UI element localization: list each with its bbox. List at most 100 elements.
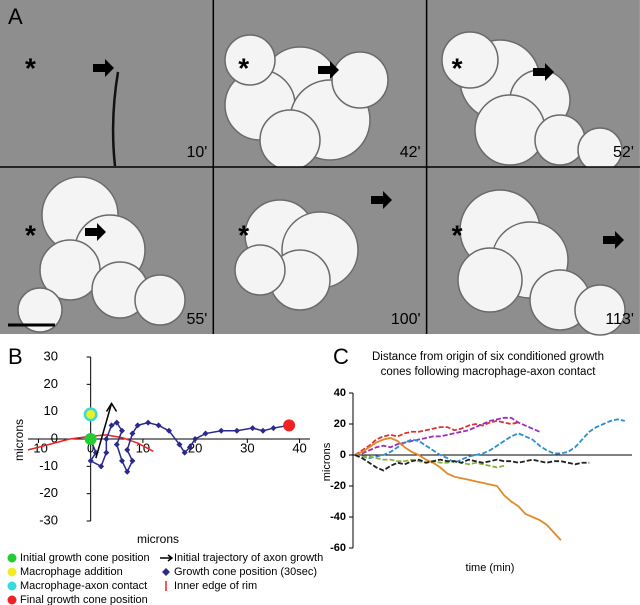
y-axis-label: microns — [12, 419, 26, 461]
growth-point — [129, 430, 136, 437]
position-dot — [283, 419, 296, 432]
time-label: 113' — [605, 311, 634, 328]
cell-blob — [574, 284, 626, 336]
y-tick-label: 0 — [340, 449, 346, 461]
growth-point — [124, 468, 131, 475]
y-tick-label: -30 — [39, 512, 58, 527]
growth-point — [103, 449, 110, 456]
y-tick-label: -10 — [39, 458, 58, 473]
legend-label: Inner edge of rim — [174, 580, 257, 592]
y-tick-label: -60 — [330, 542, 346, 554]
y-tick-label: 10 — [44, 403, 58, 418]
arrow-marker — [85, 223, 106, 241]
micrograph — [0, 0, 214, 167]
legend-swatch — [160, 554, 174, 562]
arrow-marker — [371, 191, 392, 209]
time-label: 10' — [186, 144, 207, 161]
time-label: 42' — [400, 144, 421, 161]
arrow-marker — [533, 63, 554, 81]
y-tick-label: 30 — [44, 348, 58, 363]
legend-swatch — [7, 581, 17, 591]
y-tick-label: -20 — [330, 480, 346, 492]
distance-line — [354, 419, 519, 456]
time-label: 52' — [613, 144, 634, 161]
asterisk: * — [25, 52, 36, 83]
position-dot — [86, 409, 96, 419]
growth-point — [113, 441, 120, 448]
growth-point — [113, 419, 120, 426]
asterisk: * — [25, 219, 36, 250]
growth-point — [134, 422, 141, 429]
arrow-marker — [93, 59, 114, 77]
cell-blob — [17, 287, 63, 333]
x-tick-label: 0 — [87, 440, 94, 455]
growth-point — [186, 444, 193, 451]
y-tick-label: 20 — [44, 376, 58, 391]
legend-swatch — [7, 567, 17, 577]
asterisk: * — [238, 52, 249, 83]
cell-blob — [331, 51, 389, 109]
cell-blob — [474, 94, 546, 166]
growth-point — [270, 425, 277, 432]
arrow-marker — [318, 61, 339, 79]
growth-point — [145, 419, 152, 426]
growth-point — [98, 463, 105, 470]
growth-point — [108, 422, 115, 429]
arrow-marker — [603, 231, 624, 249]
cell-blob — [534, 114, 586, 166]
y-tick-label: 20 — [334, 418, 346, 430]
cell-blob — [134, 274, 186, 326]
growth-point — [181, 449, 188, 456]
growth-point — [103, 436, 110, 442]
growth-point — [192, 436, 199, 442]
cell-blob — [259, 109, 321, 171]
chart-title: cones following macrophage-axon contact — [381, 366, 597, 378]
distance-line — [354, 454, 590, 472]
x-tick-label: 30 — [240, 440, 254, 455]
distance-line — [354, 416, 540, 456]
asterisk: * — [452, 219, 463, 250]
y-tick-label: -40 — [330, 511, 346, 523]
growth-point — [124, 446, 131, 453]
legend-swatch — [162, 568, 170, 576]
growth-point — [155, 422, 162, 429]
growth-point — [129, 457, 136, 464]
y-axis-label: microns — [321, 442, 333, 481]
axon — [111, 71, 120, 167]
panel-label: C — [333, 344, 349, 369]
distance-line — [354, 437, 562, 541]
time-label: 55' — [186, 311, 207, 328]
growth-point — [202, 430, 209, 437]
legend-label: Macrophage addition — [20, 566, 123, 578]
distance-line — [354, 418, 625, 464]
chart-title: Distance from origin of six conditioned … — [372, 351, 604, 363]
panel-label: B — [8, 344, 23, 369]
growth-point — [119, 427, 125, 434]
legend-swatch — [7, 553, 17, 563]
asterisk: * — [238, 219, 249, 250]
arrow-head — [105, 402, 118, 412]
growth-point — [260, 427, 266, 434]
cell-blob — [441, 31, 499, 89]
position-dot — [84, 433, 97, 445]
growth-point — [87, 457, 94, 464]
legend-label: Final growth cone position — [20, 594, 148, 605]
time-label: 100' — [391, 311, 421, 328]
growth-point — [119, 457, 125, 464]
x-axis-label: microns — [137, 532, 179, 546]
cell-blob — [234, 244, 286, 296]
panel-label: A — [8, 4, 23, 29]
legend-label: Growth cone position (30sec) — [174, 566, 317, 578]
legend-label: Macrophage-axon contact — [20, 580, 147, 592]
rim-edge — [27, 434, 154, 452]
y-tick-label: 40 — [334, 387, 346, 399]
growth-point — [176, 441, 183, 448]
asterisk: * — [452, 52, 463, 83]
x-tick-label: 40 — [292, 440, 306, 455]
legend-swatch — [7, 595, 17, 605]
trajectory-arrow — [95, 403, 113, 459]
y-tick-label: 0 — [51, 430, 58, 445]
y-tick-label: -20 — [39, 485, 58, 500]
